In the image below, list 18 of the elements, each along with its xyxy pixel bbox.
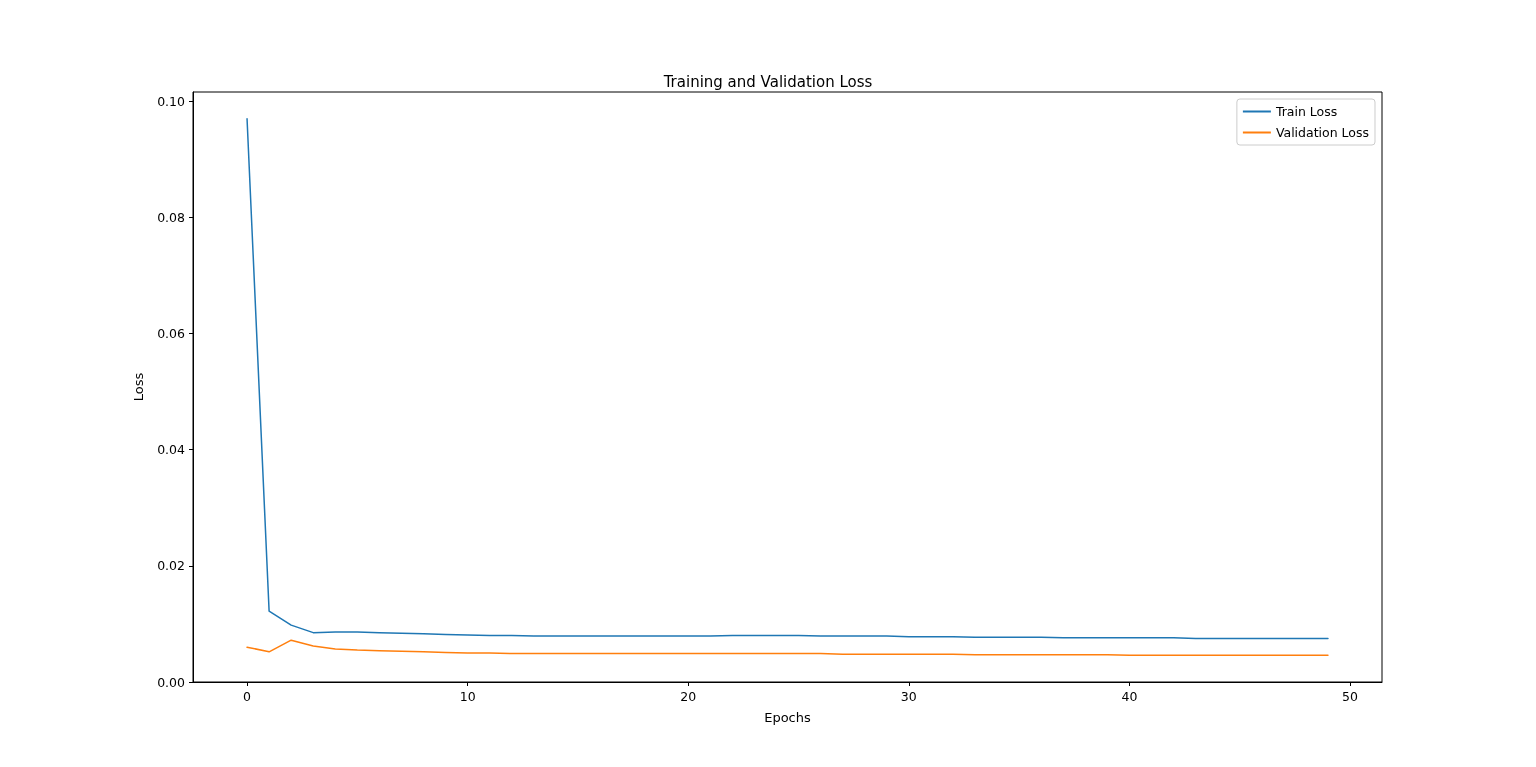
y-tick-label: 0.10 <box>157 93 186 109</box>
x-tick-label: 30 <box>900 689 917 704</box>
line-series <box>246 639 1329 657</box>
y-tick-label: 0.06 <box>157 326 186 342</box>
y-axis-title: Loss <box>131 372 146 402</box>
y-tick-label: 0.00 <box>157 674 186 690</box>
x-tick-label: 50 <box>1342 689 1359 704</box>
x-tick-label: 40 <box>1121 689 1138 704</box>
y-tick-label: 0.08 <box>157 209 186 225</box>
y-tick-label: 0.04 <box>157 442 186 458</box>
x-tick-label: 20 <box>680 689 697 704</box>
legend-label: Validation Loss <box>1275 125 1370 140</box>
y-tick-label: 0.02 <box>157 558 185 574</box>
legend-label: Train Loss <box>1274 104 1338 119</box>
x-axis-title: Epochs <box>764 710 812 725</box>
x-tick-label: 10 <box>459 689 476 704</box>
chart-title: Training and Validation Loss <box>662 72 873 91</box>
x-tick-label: 0 <box>243 689 252 704</box>
